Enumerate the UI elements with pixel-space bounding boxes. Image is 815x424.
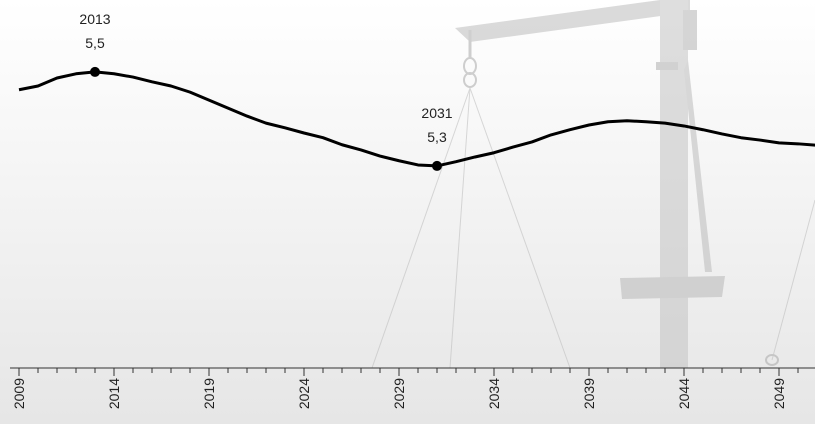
line <box>18 70 815 168</box>
scale-illustration <box>371 0 815 369</box>
annotation-value: 5,3 <box>427 129 447 145</box>
annotation-value: 5,5 <box>85 35 105 51</box>
x-tick-label: 2029 <box>391 378 407 409</box>
annotation-point <box>432 160 442 171</box>
annotation-year: 2031 <box>421 105 452 121</box>
annotation-year: 2013 <box>79 11 110 27</box>
x-tick-label: 2049 <box>771 378 787 409</box>
x-tick-label: 2039 <box>581 378 597 409</box>
x-tick-label: 2009 <box>11 378 27 409</box>
x-tick-label: 2014 <box>106 378 122 409</box>
x-tick-label: 2044 <box>676 378 692 409</box>
x-tick-label: 2024 <box>296 378 312 409</box>
annotation-point <box>90 66 100 77</box>
x-tick-label: 2019 <box>201 378 217 409</box>
x-tick-label: 2034 <box>486 378 502 409</box>
